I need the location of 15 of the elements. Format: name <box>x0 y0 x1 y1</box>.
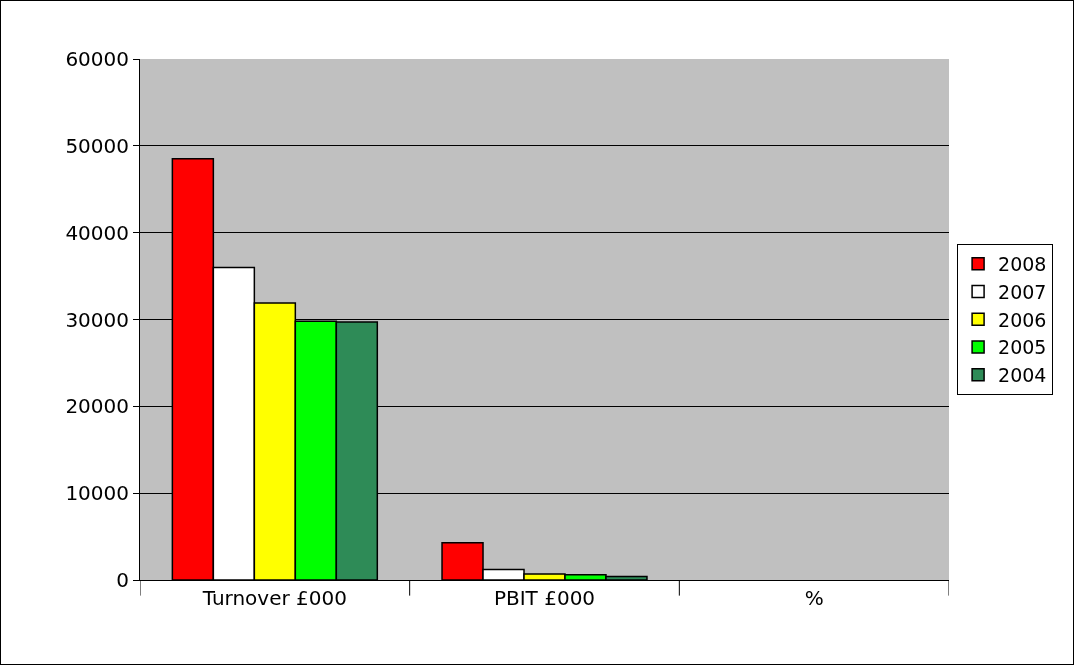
x-tick-label: PBIT £000 <box>493 586 596 610</box>
legend-label: 2006 <box>998 308 1047 331</box>
x-tick-label: Turnover £000 <box>201 586 347 610</box>
legend-label: 2008 <box>998 253 1047 276</box>
legend-label: 2005 <box>998 336 1047 359</box>
y-tick-label: 20000 <box>65 394 129 419</box>
y-tick-label: 30000 <box>65 307 129 332</box>
y-tick-label: 10000 <box>65 481 129 506</box>
y-tick-label: 60000 <box>65 47 129 71</box>
legend-label: 2004 <box>998 364 1047 387</box>
y-tick-label: 0 <box>116 568 129 592</box>
x-tick-label: % <box>804 586 824 610</box>
legend-label: 2007 <box>998 280 1047 303</box>
y-tick-label: 40000 <box>65 220 129 245</box>
y-tick-label: 50000 <box>65 133 129 158</box>
